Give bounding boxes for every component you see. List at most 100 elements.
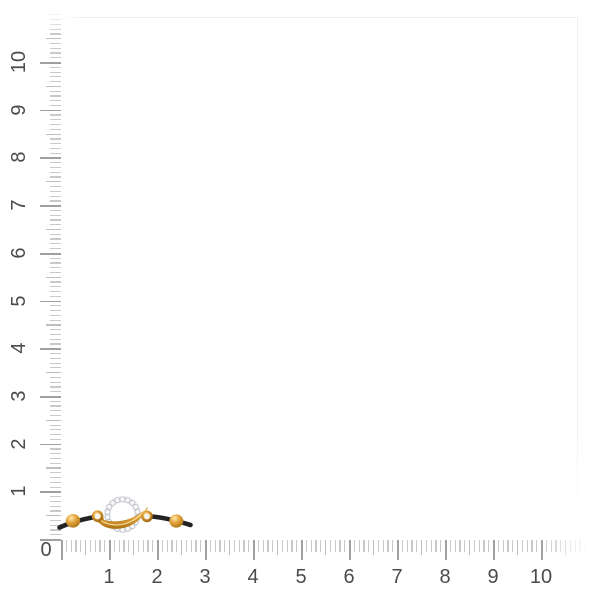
ruler-tick [50, 186, 61, 188]
ruler-tick [50, 338, 61, 340]
ruler-tick [70, 540, 72, 552]
ruler-tick [50, 438, 61, 441]
ruler-tick [50, 496, 61, 498]
ruler-tick [46, 181, 61, 183]
ruler-tick [80, 540, 82, 552]
diamond-stone [132, 504, 139, 510]
ruler-tick [373, 540, 375, 555]
diamond-stone [104, 514, 111, 520]
ruler-tick [425, 540, 427, 552]
gold-jump-ring-right [141, 510, 153, 523]
ruler-label-horizontal: 8 [439, 566, 451, 588]
ruler-tick [301, 540, 303, 560]
ruler-tick [50, 352, 61, 355]
ruler-label-horizontal: 6 [343, 566, 355, 588]
ruler-tick [50, 90, 61, 92]
ruler-tick [50, 200, 61, 202]
ruler-tick [392, 540, 394, 552]
ruler-tick [305, 540, 307, 552]
ruler-tick [46, 419, 61, 421]
ruler-tick [50, 329, 61, 331]
ruler-tick [195, 540, 197, 552]
ruler-tick [152, 540, 154, 552]
ruler-tick [291, 540, 293, 552]
ruler-tick [253, 540, 255, 560]
ruler-tick [118, 540, 120, 552]
ruler-tick [123, 540, 125, 552]
ruler-label-horizontal: 3 [199, 566, 211, 588]
gold-sash-highlight [100, 508, 147, 526]
ruler-tick [200, 540, 202, 552]
ruler-tick [50, 295, 61, 297]
ruler-tick [46, 228, 61, 231]
ruler-tick [277, 540, 279, 555]
ruler-tick [339, 540, 341, 552]
ruler-tick [50, 453, 61, 455]
ruler-tick [478, 540, 480, 552]
ruler-tick [50, 214, 61, 216]
gold-jump-ring-left [91, 510, 104, 523]
ruler-tick [531, 540, 533, 552]
ruler-tick [50, 104, 61, 107]
ruler-tick [50, 176, 61, 178]
ruler-label-vertical: 7 [8, 199, 30, 211]
ruler-label-horizontal: 4 [247, 566, 259, 588]
ruler-tick [50, 224, 61, 226]
ruler-tick [190, 540, 192, 552]
ruler-tick [50, 505, 61, 507]
ruler-tick [40, 252, 61, 255]
ruler-label-vertical: 9 [8, 104, 30, 116]
ruler-label-horizontal: 2 [151, 566, 163, 588]
ruler-tick [50, 343, 61, 345]
ruler-tick [50, 305, 61, 307]
ruler-label-horizontal: 7 [391, 566, 403, 588]
ruler-tick [50, 124, 61, 126]
ruler-tick [50, 462, 61, 464]
ruler-tick [50, 290, 61, 293]
ruler-tick [50, 367, 61, 369]
ruler-tick [320, 540, 322, 552]
ruler-tick [416, 540, 418, 552]
ruler-label-vertical: 8 [8, 151, 30, 163]
ruler-tick [50, 71, 61, 73]
ruler-label-horizontal: 9 [487, 566, 499, 588]
ruler-tick [50, 376, 61, 378]
ruler-label-vertical: 6 [8, 247, 30, 259]
ruler-tick [50, 47, 61, 49]
gold-sash [98, 507, 148, 529]
ruler-tick [50, 76, 61, 78]
ruler-tick [137, 540, 139, 552]
ruler-tick [50, 448, 61, 450]
ruler-tick [185, 540, 187, 552]
ruler-tick [421, 540, 423, 555]
ruler-tick [50, 386, 61, 388]
ruler-tick [50, 119, 61, 121]
diamond-stone [104, 509, 111, 515]
gold-bead-left [65, 514, 81, 528]
diamond-stone [109, 500, 116, 506]
ruler-tick [40, 443, 61, 446]
ruler-tick [310, 540, 312, 552]
ruler-tick [50, 510, 61, 512]
frame-border-top [63, 17, 578, 18]
ruler-tick [40, 491, 61, 494]
ruler-tick [147, 540, 149, 552]
product-photo-bracelet [57, 496, 193, 533]
ruler-tick [61, 540, 63, 560]
ruler-tick [128, 540, 130, 552]
ruler-tick [104, 540, 106, 552]
ruler-tick [50, 410, 61, 412]
ruler-tick [40, 395, 61, 398]
ruler-tick [157, 540, 159, 560]
ruler-label-horizontal: 1 [103, 566, 115, 588]
diamond-stone [124, 497, 131, 504]
ruler-tick [363, 540, 365, 552]
ruler-tick [142, 540, 144, 552]
ruler-tick [205, 540, 207, 560]
ruler-tick [50, 424, 61, 426]
ruler-tick [50, 100, 61, 102]
ruler-label-vertical: 4 [8, 342, 30, 354]
ruler-tick [50, 66, 61, 68]
ruler-tick [50, 42, 61, 45]
